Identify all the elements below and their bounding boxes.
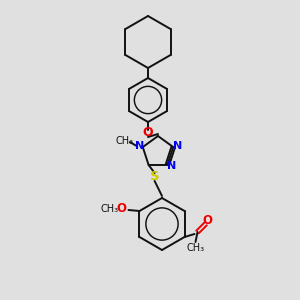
Text: N: N: [172, 141, 182, 151]
Text: O: O: [143, 127, 153, 140]
Text: S: S: [150, 170, 159, 183]
Text: O: O: [116, 202, 127, 215]
Text: N: N: [167, 161, 176, 171]
Text: O: O: [202, 214, 212, 226]
Text: CH₃: CH₃: [100, 204, 118, 214]
Text: CH₃: CH₃: [116, 136, 134, 146]
Text: CH₃: CH₃: [187, 243, 205, 253]
Text: N: N: [135, 141, 144, 151]
